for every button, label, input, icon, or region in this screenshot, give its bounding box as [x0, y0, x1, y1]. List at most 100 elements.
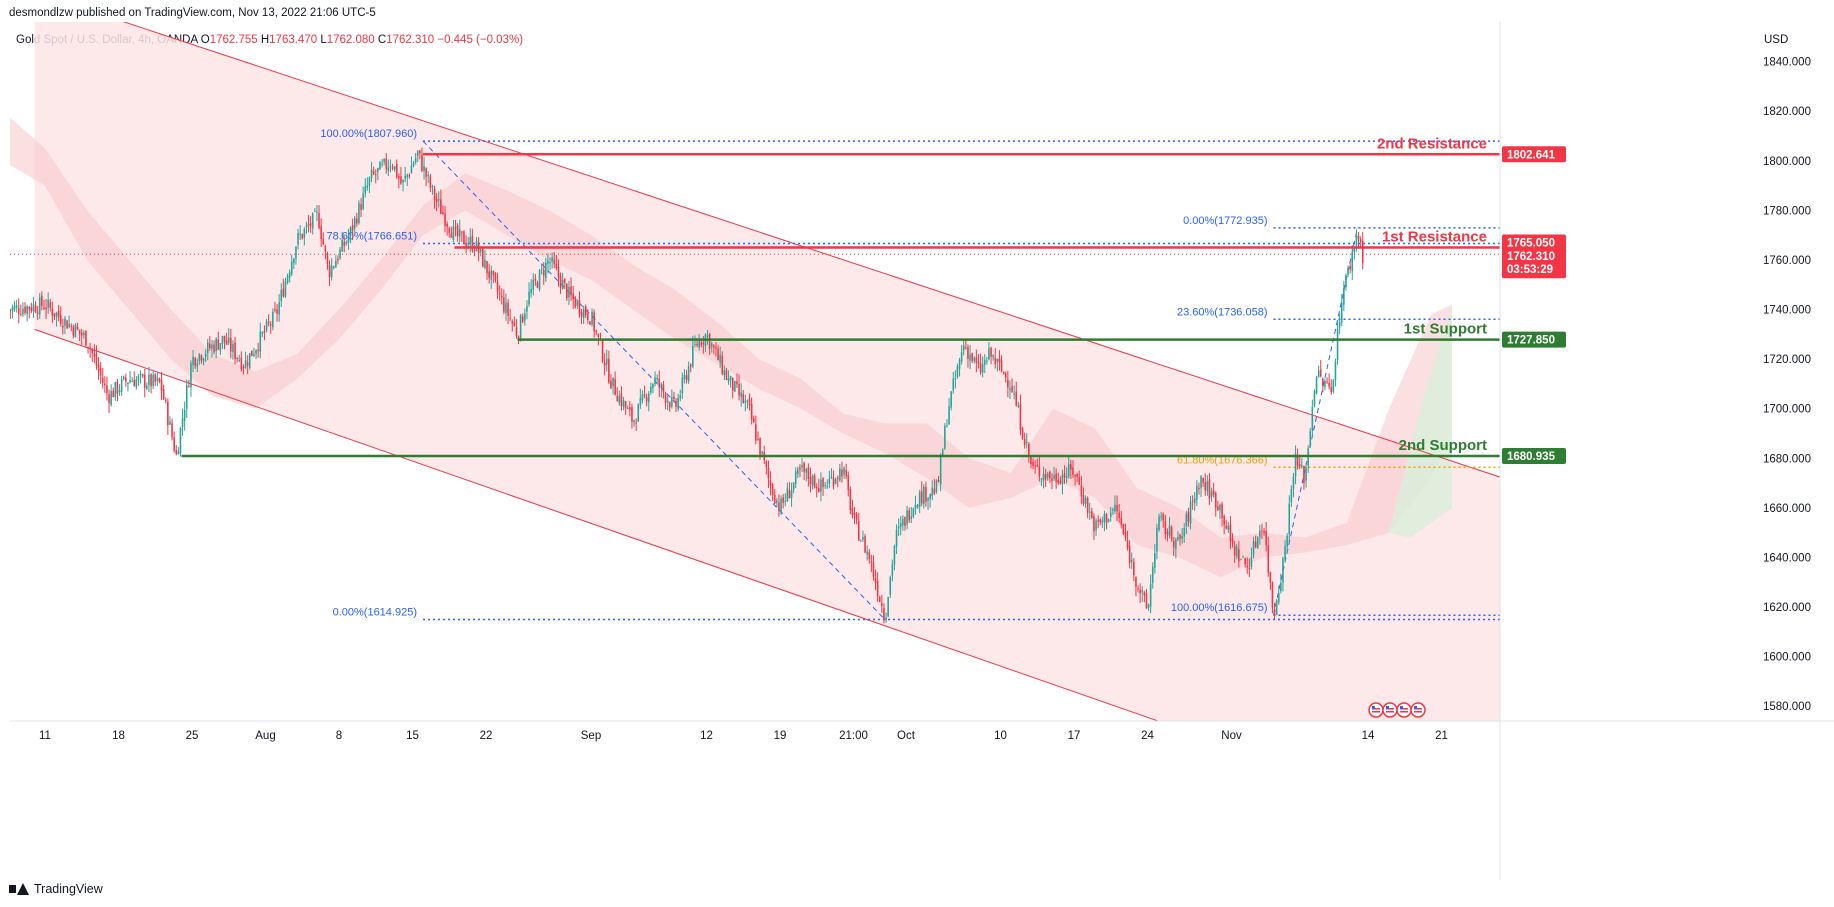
candle[interactable] [62, 318, 64, 335]
candle[interactable] [1301, 457, 1303, 469]
candle[interactable] [1120, 510, 1123, 529]
level-2nd-support[interactable]: 2nd Support [181, 437, 1501, 458]
candle[interactable] [683, 369, 686, 384]
candle[interactable] [895, 524, 898, 554]
candle[interactable] [456, 223, 459, 242]
candle[interactable] [1145, 589, 1148, 609]
candle[interactable] [1227, 521, 1230, 533]
candle[interactable] [238, 354, 241, 363]
candle[interactable] [76, 322, 79, 331]
candle[interactable] [167, 398, 169, 435]
candle[interactable] [202, 357, 205, 366]
candle[interactable] [950, 391, 952, 411]
candle[interactable] [1330, 379, 1333, 395]
candle[interactable] [1181, 528, 1183, 544]
candle[interactable] [698, 334, 700, 351]
candle[interactable] [857, 512, 860, 542]
candle[interactable] [983, 354, 986, 374]
candle[interactable] [1305, 462, 1307, 488]
candle[interactable] [986, 356, 988, 365]
candle[interactable] [1004, 371, 1007, 383]
candle[interactable] [1164, 514, 1167, 540]
candle[interactable] [185, 379, 188, 418]
candle[interactable] [912, 507, 915, 519]
candle[interactable] [1351, 244, 1354, 281]
candle[interactable] [17, 298, 20, 324]
candle[interactable] [204, 349, 207, 363]
candle[interactable] [767, 460, 770, 488]
candle[interactable] [1030, 455, 1032, 469]
candle[interactable] [1011, 378, 1013, 393]
candle[interactable] [370, 161, 373, 183]
candle[interactable] [1322, 377, 1324, 393]
candle[interactable] [1149, 574, 1152, 614]
candle[interactable] [471, 228, 474, 253]
candle[interactable] [547, 253, 549, 274]
candle[interactable] [647, 391, 650, 412]
candle[interactable] [221, 335, 224, 349]
candle[interactable] [538, 269, 541, 292]
candle[interactable] [179, 427, 182, 457]
candle[interactable] [1126, 530, 1129, 551]
candle[interactable] [1097, 515, 1099, 529]
candle[interactable] [773, 488, 776, 505]
candle[interactable] [1061, 469, 1064, 495]
candle[interactable] [425, 167, 427, 187]
candle[interactable] [301, 233, 304, 240]
candle[interactable] [769, 471, 772, 496]
candle[interactable] [528, 282, 530, 307]
candle[interactable] [715, 342, 717, 357]
candle[interactable] [1007, 370, 1009, 398]
candle[interactable] [1214, 491, 1217, 517]
candle[interactable] [257, 342, 259, 358]
candle[interactable] [1067, 456, 1070, 479]
level-price-tag[interactable]: 1727.850 [1502, 331, 1566, 348]
candle[interactable] [1187, 507, 1190, 527]
candle[interactable] [1168, 517, 1171, 539]
candle[interactable] [965, 340, 967, 350]
candle[interactable] [610, 374, 612, 390]
candle[interactable] [757, 431, 759, 441]
candle[interactable] [1263, 527, 1265, 536]
candle[interactable] [314, 208, 316, 212]
candle[interactable] [183, 401, 186, 431]
candle[interactable] [818, 478, 820, 493]
candle[interactable] [536, 280, 539, 289]
candle[interactable] [1233, 540, 1236, 564]
candle[interactable] [120, 375, 123, 396]
candle[interactable] [624, 400, 627, 415]
candle[interactable] [324, 244, 327, 260]
candle[interactable] [660, 382, 663, 398]
candle[interactable] [1238, 540, 1240, 568]
candle[interactable] [988, 342, 990, 361]
candle[interactable] [345, 240, 348, 246]
candle[interactable] [70, 323, 73, 332]
candle[interactable] [954, 370, 957, 389]
candle[interactable] [99, 361, 102, 384]
candle[interactable] [881, 594, 883, 613]
candle[interactable] [181, 408, 184, 436]
candle[interactable] [22, 302, 24, 317]
candle[interactable] [530, 279, 532, 298]
candle[interactable] [175, 444, 178, 456]
candle[interactable] [173, 431, 175, 453]
candle[interactable] [496, 272, 499, 299]
candle[interactable] [559, 272, 562, 294]
candle[interactable] [38, 293, 41, 320]
candle[interactable] [213, 340, 215, 355]
candle[interactable] [129, 370, 131, 384]
candle[interactable] [736, 373, 738, 388]
candle[interactable] [1128, 540, 1131, 569]
candle[interactable] [557, 259, 560, 287]
candle[interactable] [513, 316, 516, 327]
fib-trend-line[interactable] [422, 140, 886, 620]
candle[interactable] [1156, 523, 1158, 560]
candle[interactable] [1141, 586, 1144, 602]
candle[interactable] [486, 260, 488, 280]
candle[interactable] [290, 254, 293, 276]
candle[interactable] [131, 377, 133, 383]
candle[interactable] [276, 303, 278, 322]
candle[interactable] [723, 365, 726, 381]
candle[interactable] [1130, 552, 1133, 570]
candle[interactable] [316, 205, 318, 221]
